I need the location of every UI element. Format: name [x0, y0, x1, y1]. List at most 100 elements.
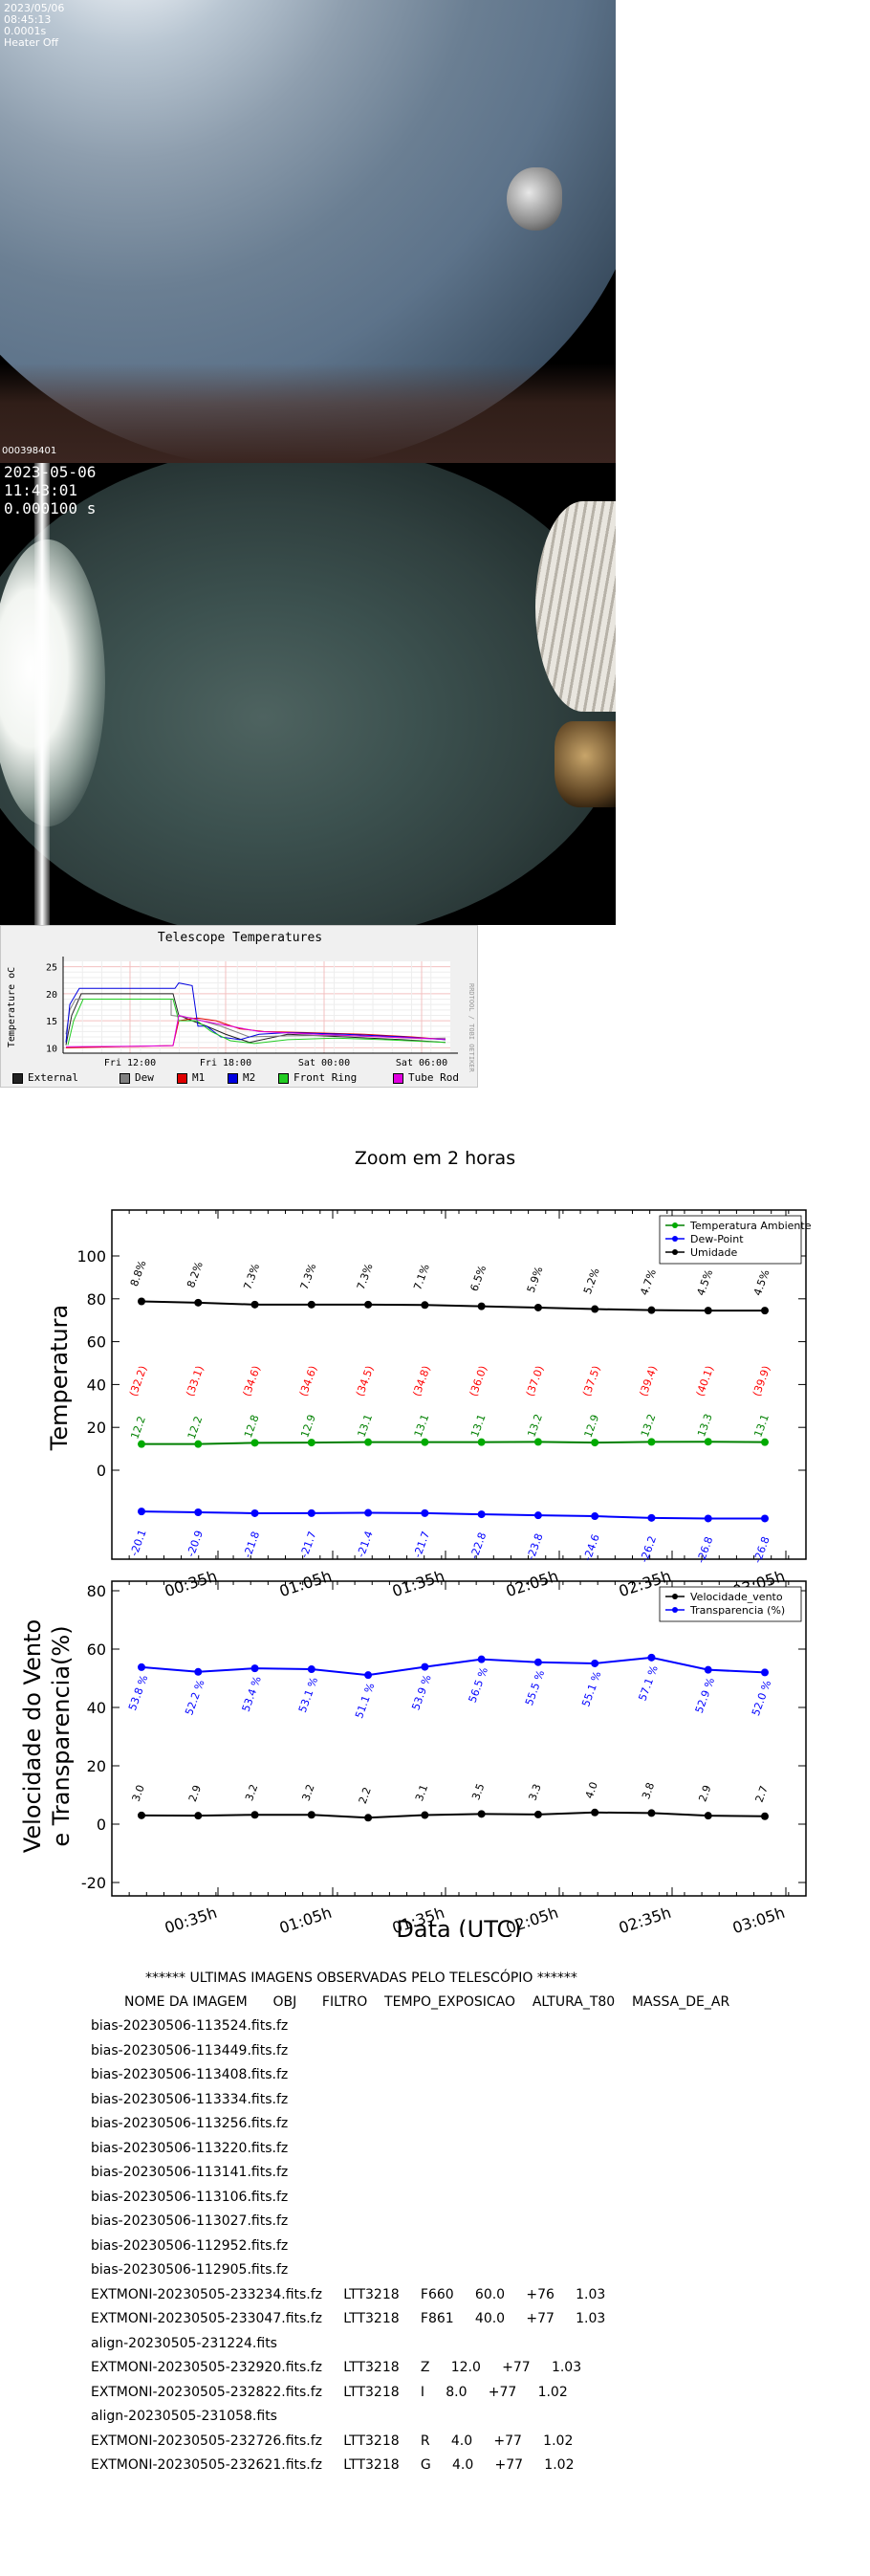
observation-row: align-20230505-231058.fits — [91, 2409, 277, 2424]
data-label: 53.9 % — [409, 1673, 433, 1712]
y-axis-label: Temperatura — [46, 1305, 73, 1452]
data-point — [307, 1508, 315, 1517]
camera-2-time: 11:43:01 — [4, 481, 78, 499]
data-label: 7.3% — [355, 1262, 376, 1291]
data-label: 4.0 — [583, 1780, 600, 1800]
observation-row: bias-20230506-112905.fits.fz — [91, 2262, 289, 2278]
y-tick-label: 25 — [46, 963, 57, 974]
data-point — [307, 1439, 315, 1447]
dew-diff-label: (34.6) — [240, 1364, 263, 1398]
data-point — [477, 1510, 486, 1519]
data-label: 13.1 — [356, 1413, 376, 1439]
y-tick-label: 0 — [97, 1816, 106, 1834]
observation-row: bias-20230506-113334.fits.fz — [91, 2091, 289, 2107]
legend-marker — [672, 1236, 678, 1242]
data-label: 4.5% — [695, 1268, 716, 1298]
data-point — [250, 1439, 259, 1447]
x-tick-label: Fri 12:00 — [104, 1058, 156, 1068]
data-label: -22.8 — [468, 1530, 489, 1560]
data-point — [647, 1438, 656, 1446]
data-point — [250, 1300, 259, 1309]
dew-diff-label: (34.5) — [354, 1364, 377, 1398]
legend-item: Dew — [120, 1071, 154, 1084]
data-point — [591, 1305, 599, 1313]
dew-diff-label: (33.1) — [184, 1364, 207, 1398]
rrdtool-credit: RRDTOOL / TOBI OETIKER — [468, 983, 475, 1073]
data-label: 6.5% — [468, 1264, 489, 1293]
data-point — [307, 1811, 315, 1819]
x-tick-label: 02:35h — [617, 1904, 673, 1937]
legend-label: Velocidade_vento — [690, 1591, 783, 1603]
data-point — [421, 1662, 429, 1671]
data-point — [533, 1810, 542, 1818]
plot-frame — [111, 1580, 807, 1897]
data-label: 13.1 — [468, 1413, 489, 1439]
camera-1-time: 08:45:13 — [4, 13, 52, 26]
observation-row: EXTMONI-20230505-232822.fits.fz LTT3218 … — [91, 2384, 568, 2400]
y-tick-label: -20 — [81, 1874, 106, 1892]
observations-columns: NOME DA IMAGEM OBJ FILTRO TEMPO_EXPOSICA… — [124, 1994, 730, 2010]
data-point — [647, 1653, 656, 1662]
y-tick-label: 40 — [87, 1699, 106, 1717]
data-point — [138, 1297, 145, 1306]
data-point — [194, 1508, 203, 1516]
data-point — [477, 1302, 486, 1310]
antenna-dish-icon — [535, 501, 616, 712]
data-point — [421, 1508, 429, 1517]
legend-marker — [672, 1594, 678, 1599]
data-point — [138, 1508, 145, 1516]
series-line-external — [65, 993, 446, 1046]
data-label: 53.8 % — [126, 1673, 150, 1712]
observations-heading: ****** ULTIMAS IMAGENS OBSERVADAS PELO T… — [145, 1971, 577, 1986]
data-point — [761, 1812, 769, 1820]
data-point — [704, 1812, 712, 1820]
camera-1-date: 2023/05/06 — [4, 2, 65, 14]
data-label: -21.7 — [298, 1530, 319, 1559]
data-point — [364, 1438, 373, 1446]
observation-row: EXTMONI-20230505-232920.fits.fz LTT3218 … — [91, 2360, 582, 2375]
y-axis-label: e Transparencia(%) — [48, 1625, 75, 1846]
data-label: 53.1 % — [296, 1676, 320, 1715]
data-label: 51.1 % — [353, 1682, 377, 1721]
legend-swatch — [228, 1072, 238, 1084]
data-point — [533, 1511, 542, 1520]
building-structure — [555, 721, 616, 807]
data-label: 12.8 — [242, 1413, 262, 1439]
data-point — [704, 1438, 712, 1446]
data-label: 3.1 — [413, 1783, 430, 1803]
series-line — [141, 1811, 766, 1819]
data-label: 3.5 — [469, 1782, 487, 1802]
x-tick-label: 00:35h — [163, 1904, 219, 1937]
data-label: -24.6 — [581, 1532, 602, 1562]
data-point — [591, 1512, 599, 1521]
data-point — [194, 1440, 203, 1448]
data-label: 52.0 % — [750, 1679, 773, 1718]
telescope-plot-area: 25 20 15 10 Fri 12:00 Fri 18:00 Sat 00:00 Sat 0… — [7, 957, 475, 1073]
legend-label: Transparencia (%) — [689, 1604, 785, 1617]
observation-row: bias-20230506-113141.fits.fz — [91, 2165, 289, 2180]
y-tick-label: 0 — [97, 1462, 106, 1480]
data-point — [138, 1811, 145, 1819]
data-label: 5.9% — [525, 1265, 546, 1294]
y-tick-label: 80 — [87, 1290, 106, 1309]
data-point — [194, 1812, 203, 1820]
y-tick-label: 60 — [87, 1333, 106, 1352]
x-tick-label: Sat 06:00 — [396, 1058, 447, 1068]
data-label: 13.3 — [695, 1412, 715, 1438]
data-label: 2.9 — [696, 1784, 713, 1804]
data-label: 12.2 — [185, 1415, 206, 1441]
camera-2-overlay: 2023-05-06 11:43:01 0.000100 s — [4, 463, 96, 517]
data-label: 13.2 — [525, 1413, 545, 1439]
data-point — [421, 1301, 429, 1310]
observation-row: bias-20230506-113408.fits.fz — [91, 2067, 289, 2082]
data-point — [364, 1508, 373, 1517]
data-point — [364, 1300, 373, 1309]
camera-1-frame-id: 000398401 — [2, 446, 57, 456]
legend-item: External — [12, 1071, 78, 1084]
legend-item: Front Ring — [278, 1071, 357, 1084]
data-label: 7.1% — [411, 1263, 432, 1292]
legend-marker — [672, 1222, 678, 1228]
horizon-ground — [0, 363, 616, 463]
data-label: 12.2 — [128, 1415, 148, 1441]
y-tick-label: 20 — [87, 1419, 106, 1437]
